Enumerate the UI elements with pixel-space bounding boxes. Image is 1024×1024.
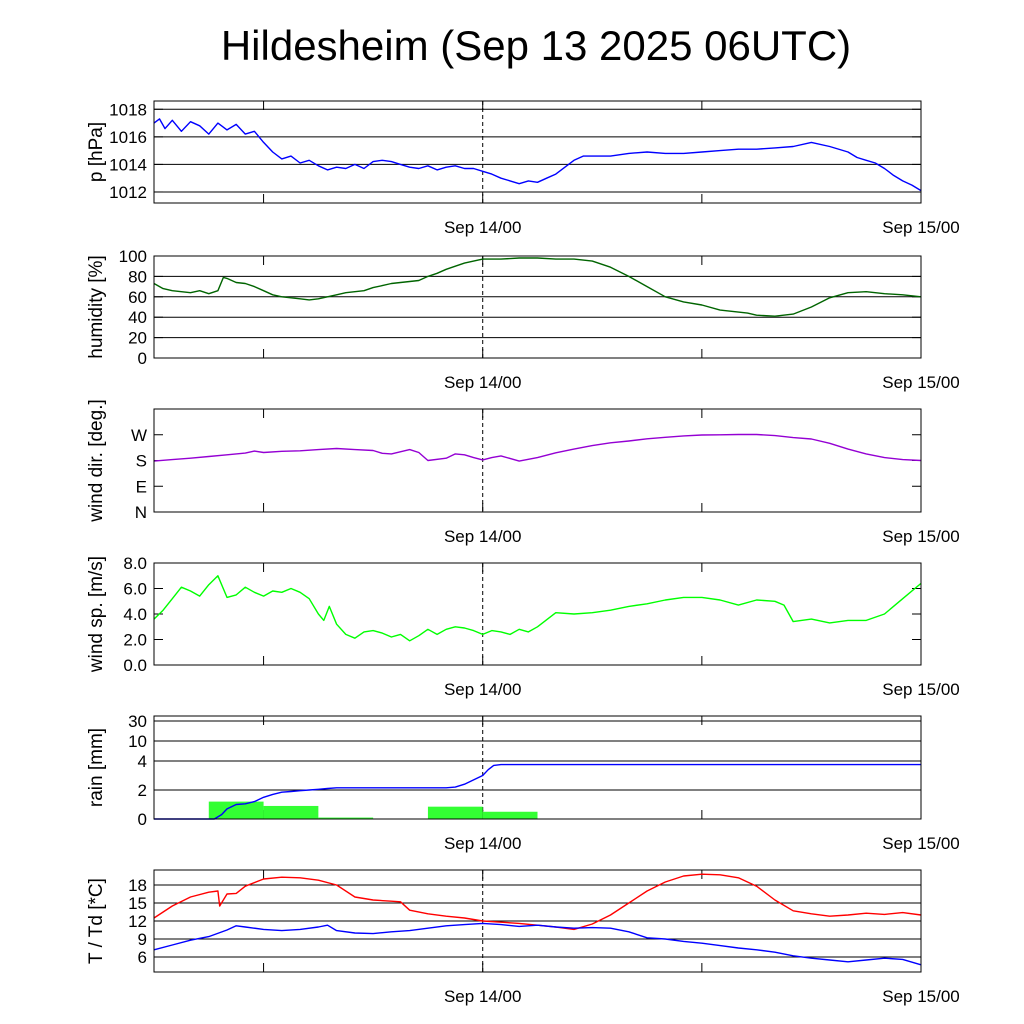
wind-speed-y-tick-label: 4.0: [123, 605, 147, 624]
rain-bar: [318, 817, 374, 819]
rain-bar: [427, 806, 483, 819]
wind-direction-x-tick-label: Sep 15/00: [882, 527, 960, 546]
humidity-y-tick-label: 20: [128, 329, 147, 348]
temperature-y-tick-label: 15: [128, 894, 147, 913]
temperature-x-tick-label: Sep 15/00: [882, 987, 960, 1006]
humidity-x-tick-label: Sep 15/00: [882, 373, 960, 392]
humidity-y-tick-label: 80: [128, 267, 147, 286]
wind-direction-x-tick-label: Sep 14/00: [444, 527, 522, 546]
temperature-series-line-dewpoint: [153, 922, 922, 966]
wind-speed-y-axis-label: wind sp. [m/s]: [86, 556, 107, 673]
rain-y-axis-label: rain [mm]: [86, 728, 107, 807]
wind-speed-x-tick-label: Sep 15/00: [882, 680, 960, 699]
wind-direction-y-tick-label: S: [136, 452, 147, 471]
wind-direction-y-axis-label: wind dir. [deg.]: [86, 399, 107, 523]
panel-pressure: 1012 1014 1016 1018 Sep 14/00 Sep 15/00 p [hPa…: [86, 100, 960, 237]
chart-title: Hildesheim (Sep 13 2025 06UTC): [220, 22, 852, 69]
wind-direction-y-tick-label: N: [135, 503, 147, 522]
humidity-plot-frame: [153, 255, 922, 359]
temperature-plot-frame: [153, 869, 922, 973]
temperature-y-tick-label: 12: [128, 912, 147, 931]
rain-y-tick-label: 30: [128, 712, 147, 731]
wind-direction-y-tick-label: W: [131, 426, 147, 445]
pressure-x-tick-label: Sep 14/00: [444, 218, 522, 237]
pressure-y-tick-label: 1012: [109, 183, 147, 202]
wind-speed-y-tick-label: 8.0: [123, 554, 147, 573]
pressure-series-line-pressure: [153, 118, 922, 192]
humidity-y-axis-label: humidity [%]: [86, 255, 107, 358]
temperature-series-line-temperature: [153, 873, 922, 931]
humidity-y-tick-label: 60: [128, 288, 147, 307]
wind-speed-y-tick-label: 0.0: [123, 656, 147, 675]
humidity-y-tick-label: 100: [119, 247, 147, 266]
wind-direction-series-line-wind_dir: [153, 433, 922, 462]
rain-series-line-rain_line: [154, 763, 921, 820]
panel-wind-speed: 0.0 2.0 4.0 6.0 8.0 Sep 14/00 Sep 15/00 wind sp…: [86, 554, 960, 699]
rain-bar: [482, 811, 538, 819]
wind-speed-series-line-wind_speed: [153, 575, 922, 642]
rain-y-tick-label: 10: [128, 732, 147, 751]
rain-y-tick-label: 2: [138, 781, 147, 800]
temperature-y-tick-label: 6: [138, 948, 147, 967]
temperature-x-tick-label: Sep 14/00: [444, 987, 522, 1006]
wind-speed-y-tick-label: 6.0: [123, 580, 147, 599]
pressure-plot-frame: [153, 100, 922, 204]
pressure-y-axis-label: p [hPa]: [86, 122, 107, 182]
humidity-y-tick-label: 40: [128, 308, 147, 327]
temperature-y-tick-label: 18: [128, 876, 147, 895]
pressure-x-tick-label: Sep 15/00: [882, 218, 960, 237]
rain-bar: [263, 805, 319, 819]
pressure-y-tick-label: 1018: [109, 100, 147, 119]
temperature-y-tick-label: 9: [138, 930, 147, 949]
rain-plot-frame: [153, 715, 922, 820]
rain-y-tick-label: 4: [138, 752, 147, 771]
humidity-series-line-humidity: [153, 257, 922, 317]
pressure-y-tick-label: 1014: [109, 155, 147, 174]
pressure-y-tick-label: 1016: [109, 128, 147, 147]
rain-x-tick-label: Sep 15/00: [882, 834, 960, 853]
rain-x-tick-label: Sep 14/00: [444, 834, 522, 853]
wind-direction-y-tick-label: E: [136, 477, 147, 496]
wind-speed-y-tick-label: 2.0: [123, 631, 147, 650]
humidity-x-tick-label: Sep 14/00: [444, 373, 522, 392]
humidity-y-tick-label: 0: [138, 349, 147, 368]
wind-direction-plot-frame: [153, 408, 922, 513]
wind-speed-x-tick-label: Sep 14/00: [444, 680, 522, 699]
rain-y-tick-label: 0: [138, 810, 147, 829]
temperature-y-axis-label: T / Td [*C]: [86, 878, 107, 964]
wind-speed-plot-frame: [153, 562, 922, 666]
